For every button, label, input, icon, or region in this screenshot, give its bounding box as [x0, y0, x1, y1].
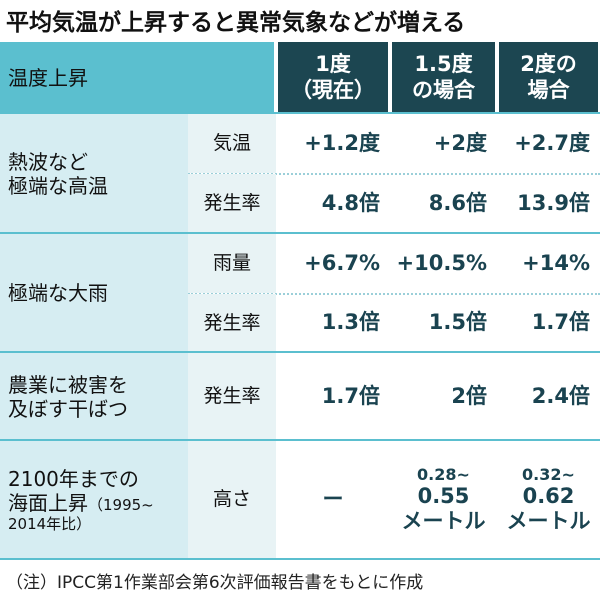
column-header: 1度 （現在）	[278, 42, 388, 113]
value-line: 0.62	[522, 483, 575, 508]
group-label: 2100年までの 海面上昇（1995~ 2014年比）	[0, 441, 188, 558]
group-note: （1995~	[88, 495, 154, 514]
row-separator	[188, 293, 600, 295]
title-text: 平均気温が上昇すると異常気象などが増える	[6, 10, 466, 36]
column-header: 2度の 場合	[499, 42, 598, 113]
group-label: 農業に被害を 及ぼす干ばつ	[0, 353, 188, 440]
column-header: 1.5度 の場合	[392, 42, 495, 113]
column-header-line: 2度の	[520, 52, 577, 77]
value-cell: 2倍	[390, 353, 497, 440]
value-text: 1.3倍	[321, 310, 380, 335]
value-cell: +10.5%	[390, 234, 497, 293]
table-bottom	[0, 558, 600, 560]
value-cell: 4.8倍	[276, 174, 390, 233]
group-label-line: 海面上昇（1995~	[8, 491, 188, 515]
metric-text: 発生率	[203, 311, 261, 334]
metric-text: 高さ	[212, 488, 251, 511]
group-label: 極端な大雨	[0, 234, 188, 352]
value-cell: +2.7度	[497, 114, 600, 173]
value-text: 4.8倍	[321, 190, 380, 215]
group-note: 2014年比）	[8, 514, 92, 533]
column-header-line: 場合	[527, 77, 570, 102]
value-cell: 13.9倍	[497, 174, 600, 233]
value-cell: +1.2度	[276, 114, 390, 173]
value-text: 1.7倍	[531, 310, 590, 335]
value-line: メートル	[401, 509, 486, 534]
metric-text: 気温	[212, 132, 251, 155]
column-header-line: の場合	[412, 77, 475, 102]
group-label-line: 極端な大雨	[8, 281, 108, 305]
metric-text: 雨量	[212, 252, 251, 275]
group-label-line: 極端な高温	[8, 173, 108, 198]
value-text: +2度	[433, 130, 487, 155]
group-label-line: 及ぼす干ばつ	[8, 396, 128, 421]
value-cell: 1.3倍	[276, 294, 390, 352]
corner-header: 温度上昇	[0, 42, 274, 113]
value-cell: +14%	[497, 234, 600, 293]
value-text: +2.7度	[514, 130, 590, 155]
group-label-line: 熱波など	[8, 149, 88, 174]
group-label-line: 海面上昇	[8, 490, 88, 515]
metric-text: 発生率	[203, 385, 261, 408]
value-cell: 1.7倍	[276, 353, 390, 440]
group-separator	[0, 351, 600, 353]
value-cell: 2.4倍	[497, 353, 600, 440]
value-text: +14%	[522, 250, 590, 275]
value-text: 2.4倍	[531, 383, 590, 408]
metric-label: 雨量	[188, 234, 276, 293]
footnote: （注）IPCC第1作業部会第6次評価報告書をもとに作成	[6, 562, 596, 598]
value-cell: 0.28~ 0.55 メートル	[390, 441, 497, 558]
value-line: メートル	[506, 509, 591, 534]
value-text: +10.5%	[396, 250, 487, 275]
value-text: +6.7%	[304, 250, 380, 275]
metric-label: 発生率	[188, 353, 276, 440]
value-line: 0.28~	[417, 464, 470, 484]
group-label-line: 農業に被害を	[8, 372, 128, 397]
value-text: 8.6倍	[428, 190, 487, 215]
metric-label: 気温	[188, 114, 276, 173]
value-cell: 0.32~ 0.62 メートル	[497, 441, 600, 558]
column-header-line: 1度	[315, 52, 351, 77]
value-cell: 1.5倍	[390, 294, 497, 352]
value-text: 13.9倍	[517, 190, 590, 215]
value-line: 0.32~	[522, 464, 575, 484]
group-separator	[0, 112, 600, 114]
metric-label: 高さ	[188, 441, 276, 558]
value-cell: +6.7%	[276, 234, 390, 293]
value-text: 2倍	[451, 383, 487, 408]
metric-label: 発生率	[188, 294, 276, 352]
metric-label: 発生率	[188, 174, 276, 233]
value-text: 1.5倍	[428, 310, 487, 335]
group-label-line: 2100年までの	[8, 466, 139, 491]
value-line: 0.55	[417, 483, 470, 508]
group-separator	[0, 439, 600, 441]
value-cell: +2度	[390, 114, 497, 173]
group-separator	[0, 232, 600, 234]
value-cell: 1.7倍	[497, 294, 600, 352]
value-cell: ー	[276, 441, 390, 558]
group-label: 熱波など 極端な高温	[0, 114, 188, 233]
footnote-text: （注）IPCC第1作業部会第6次評価報告書をもとに作成	[6, 572, 424, 593]
value-text: +1.2度	[304, 130, 380, 155]
metric-text: 発生率	[203, 192, 261, 215]
value-line: ー	[322, 486, 344, 511]
column-header-line: （現在）	[291, 77, 375, 102]
value-cell: 8.6倍	[390, 174, 497, 233]
title: 平均気温が上昇すると異常気象などが増える	[6, 0, 596, 40]
column-header-line: 1.5度	[414, 52, 473, 77]
row-separator	[188, 173, 600, 175]
value-text: 1.7倍	[321, 383, 380, 408]
corner-text: 温度上昇	[8, 65, 88, 90]
